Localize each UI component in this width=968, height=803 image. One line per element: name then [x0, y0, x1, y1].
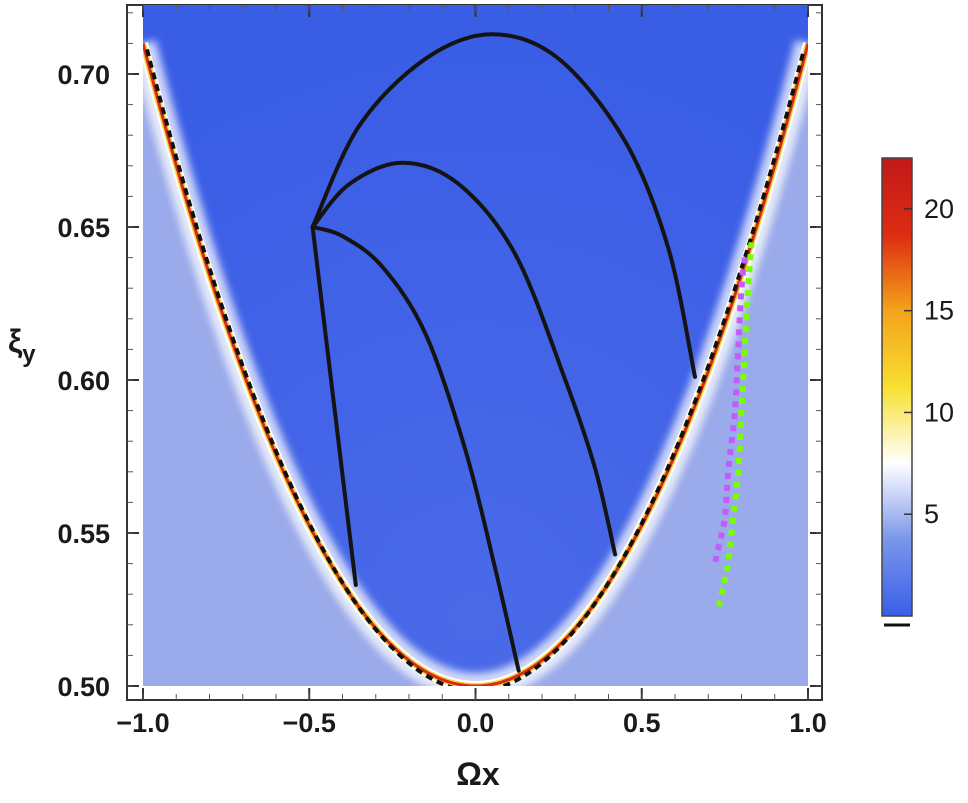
y-axis-title-sub: y: [22, 341, 36, 368]
y-tick-label: 0.60: [57, 366, 110, 396]
colorbar-tick-label: 10: [924, 397, 954, 427]
y-tick-label: 0.65: [57, 213, 110, 243]
labels-layer: −1.0 −0.5 0.0 0.5 1.0 0.50 0.55 0.60 0.65 0.70: [57, 60, 826, 738]
colorbar-tick-label: 5: [924, 499, 939, 529]
dotted-trace-1: [715, 242, 755, 611]
x-tick-label: 1.0: [789, 708, 827, 738]
curves-layer: [145, 32, 806, 686]
y-tick-label: 0.50: [57, 672, 110, 702]
dotted-trace-0: [711, 257, 748, 565]
y-tick-label: 0.70: [57, 60, 110, 90]
ticks-layer: [127, 5, 822, 700]
plot-area: [143, 5, 808, 686]
y-axis-title-main: ξ: [8, 323, 23, 359]
curve-left-line: [310, 225, 358, 587]
x-axis-title: Ωx: [456, 756, 500, 792]
y-tick-label: 0.55: [57, 519, 110, 549]
x-tick-label: −1.0: [116, 708, 169, 738]
curve-lower-arc: [310, 225, 521, 673]
x-tick-label: −0.5: [283, 708, 336, 738]
dashed-boundary: [145, 48, 806, 686]
y-axis-title: ξy: [8, 323, 36, 368]
colorbar-tick-label: 20: [924, 194, 954, 224]
x-tick-label: 0.5: [623, 708, 661, 738]
colorbar-gradient: [881, 157, 913, 617]
colorbar-tick-label: 15: [924, 296, 954, 326]
x-tick-label: 0.0: [457, 708, 495, 738]
curve-upper-arc: [310, 32, 697, 379]
curve-middle-arc: [310, 160, 618, 557]
colorbar: 5 10 15 20: [881, 157, 954, 627]
